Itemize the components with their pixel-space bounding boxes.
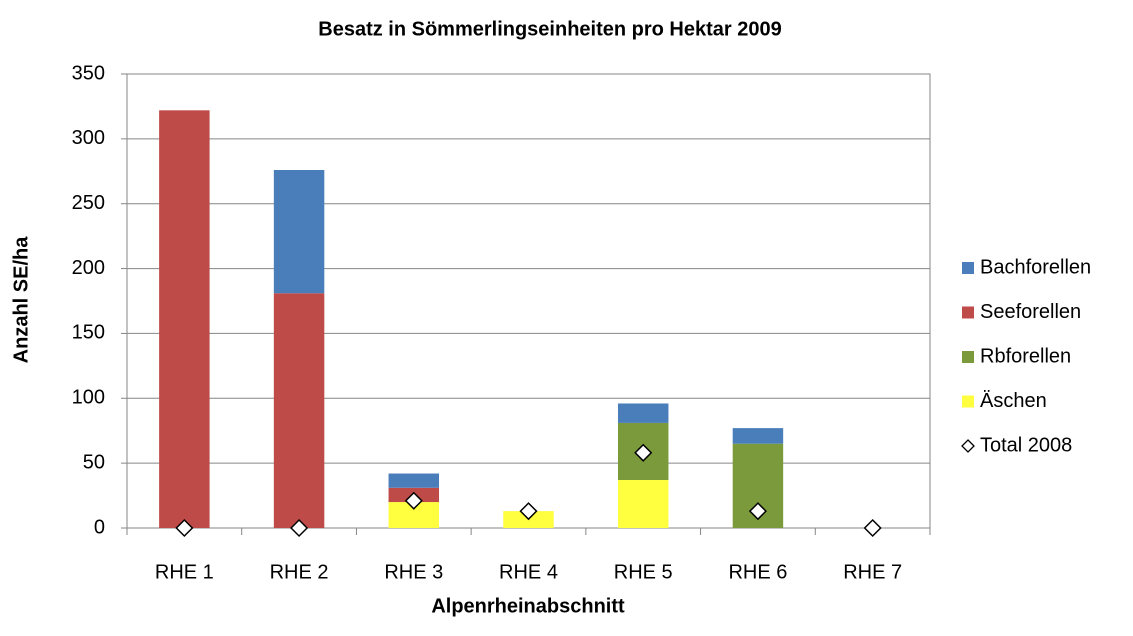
y-tick-label: 50 <box>83 451 105 473</box>
x-tick-label: RHE 5 <box>614 561 673 583</box>
y-tick-label: 250 <box>72 192 105 214</box>
marker <box>175 518 194 538</box>
legend-swatch <box>962 395 974 408</box>
marker <box>404 491 423 510</box>
y-tick-label: 150 <box>72 322 105 344</box>
x-tick-label: RHE 3 <box>384 561 443 583</box>
legend-label: Total 2008 <box>980 434 1072 456</box>
y-tick-label: 300 <box>72 127 105 149</box>
legend-marker <box>961 439 975 453</box>
bar-segment <box>273 293 325 528</box>
legend-label: Bachforellen <box>980 256 1091 278</box>
y-axis-label: Anzahl SE/ha <box>10 236 32 364</box>
marker <box>290 518 309 538</box>
y-tick-label: 0 <box>94 516 105 538</box>
marker <box>634 443 653 462</box>
y-tick-label: 200 <box>72 257 105 279</box>
bar-segment <box>617 480 669 528</box>
legend-swatch <box>962 306 974 319</box>
x-tick-label: RHE 7 <box>843 561 902 583</box>
bar-segment <box>732 428 784 444</box>
legend-swatch <box>962 262 974 274</box>
plot-border <box>126 73 931 529</box>
x-tick-label: RHE 1 <box>155 561 214 583</box>
bar-segment <box>388 473 440 488</box>
bar-segment <box>273 169 325 294</box>
y-tick-label: 350 <box>72 62 105 84</box>
legend-label: Äschen <box>980 390 1047 412</box>
legend-label: Rbforellen <box>980 345 1071 367</box>
x-tick-label: RHE 4 <box>499 561 558 583</box>
bar-segment <box>617 403 669 423</box>
legend-label: Seeforellen <box>980 301 1081 323</box>
y-tick-label: 100 <box>72 387 105 409</box>
bar-segment <box>159 110 210 528</box>
legend-swatch <box>962 351 974 363</box>
x-tick-label: RHE 2 <box>270 561 329 583</box>
marker <box>863 518 882 538</box>
chart-title: Besatz in Sömmerlingseinheiten pro Hekta… <box>318 18 782 40</box>
x-tick-label: RHE 6 <box>728 561 787 583</box>
marker <box>519 502 538 521</box>
marker <box>748 502 767 521</box>
x-axis-label: Alpenrheinabschnitt <box>431 595 625 617</box>
